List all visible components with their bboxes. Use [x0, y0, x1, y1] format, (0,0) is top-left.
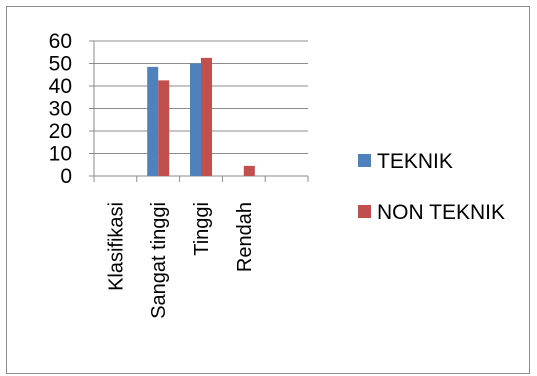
category-label: Klasifikasi	[105, 202, 127, 291]
legend-swatch	[358, 205, 371, 218]
category-label: Tinggi	[191, 202, 213, 256]
chart-frame: 0 10 20 30 40 50 60 Klasifikasi Sangat tinggi Tin…	[6, 6, 530, 374]
legend-swatch	[358, 154, 371, 167]
legend-label: NON TEKNIK	[377, 201, 505, 224]
y-tick-label: 0	[60, 165, 72, 188]
bar-non-teknik	[201, 57, 212, 176]
y-tick-label: 50	[49, 53, 72, 76]
bar-non-teknik	[158, 80, 170, 176]
y-tick-label: 30	[49, 98, 72, 121]
bar-teknik	[147, 66, 159, 176]
y-tick-label: 60	[49, 30, 72, 53]
y-tick-label: 20	[49, 120, 72, 143]
y-tick-label: 10	[49, 143, 72, 166]
category-label: Sangat tinggi	[148, 202, 170, 319]
category-label: Rendah	[234, 202, 256, 272]
y-tick-label: 40	[49, 75, 72, 98]
bar-teknik	[190, 63, 201, 176]
legend-label: TEKNIK	[377, 150, 453, 173]
bar-non-teknik	[243, 165, 255, 176]
